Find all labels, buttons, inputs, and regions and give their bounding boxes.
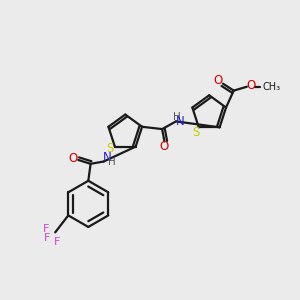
Text: F: F — [44, 233, 51, 243]
Text: H: H — [173, 112, 181, 122]
Text: O: O — [160, 140, 169, 153]
Text: H: H — [108, 157, 116, 167]
Text: F: F — [54, 237, 60, 248]
Text: CH₃: CH₃ — [263, 82, 281, 92]
Text: O: O — [214, 74, 223, 87]
Text: O: O — [247, 80, 256, 92]
Text: S: S — [106, 142, 113, 154]
Text: F: F — [43, 224, 49, 233]
Text: O: O — [68, 152, 77, 165]
Text: N: N — [102, 151, 111, 164]
Text: N: N — [176, 115, 185, 128]
Text: S: S — [192, 126, 200, 139]
